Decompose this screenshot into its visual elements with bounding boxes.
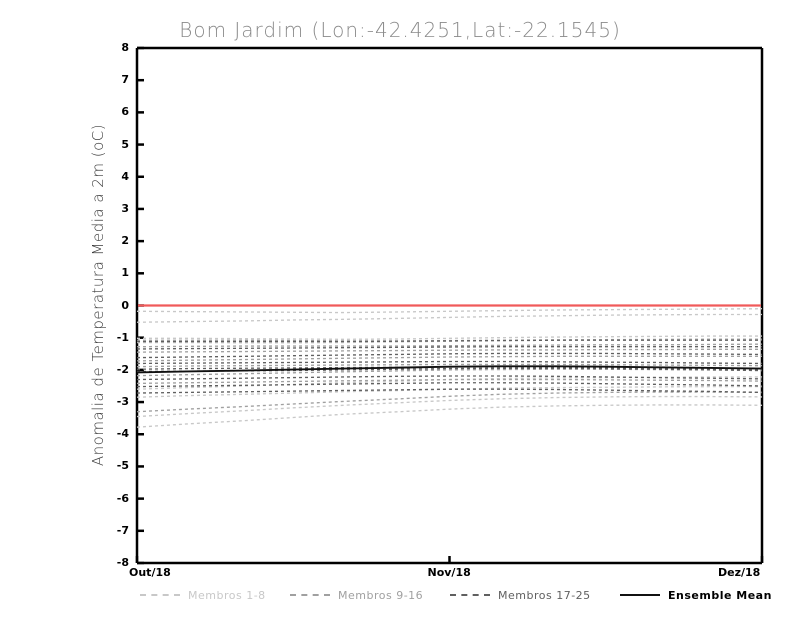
ensemble-mean-line <box>136 365 763 374</box>
member-line <box>136 404 763 428</box>
member-line <box>137 339 762 343</box>
x-tick-label: Dez/18 <box>718 566 761 579</box>
member-line <box>136 363 763 368</box>
legend-item[interactable]: Membros 9-16 <box>290 586 423 604</box>
legend-label: Membros 17-25 <box>498 588 591 602</box>
member-line <box>136 367 763 373</box>
y-tick-label: 3 <box>121 201 129 215</box>
legend-swatch-icon <box>620 593 660 597</box>
y-tick-label: -7 <box>116 523 129 537</box>
x-tick-label: Out/18 <box>129 566 171 579</box>
y-tick-label: 6 <box>121 105 129 119</box>
y-tick-label: -8 <box>116 556 129 569</box>
y-tick-label: 4 <box>121 169 129 183</box>
member-line <box>136 382 763 388</box>
y-tick-label: -2 <box>116 362 129 376</box>
member-line <box>136 348 762 353</box>
legend-label: Membros 1-8 <box>188 588 266 602</box>
member-line <box>136 391 763 413</box>
legend-item[interactable]: Ensemble Mean <box>620 586 772 604</box>
y-tick-label: 7 <box>121 73 129 87</box>
y-tick-label: -5 <box>116 459 129 473</box>
member-line <box>136 352 763 359</box>
member-line <box>136 355 762 362</box>
member-line <box>136 346 762 350</box>
member-line <box>137 335 762 340</box>
legend-swatch-icon <box>140 594 180 596</box>
legend-label: Membros 9-16 <box>338 588 424 602</box>
y-tick-label: 2 <box>121 234 129 248</box>
legend-item[interactable]: Membros 1-8 <box>140 586 266 604</box>
member-line <box>136 378 763 385</box>
legend-item[interactable]: Membros 17-25 <box>450 586 591 604</box>
member-line <box>136 313 762 323</box>
member-line <box>136 388 763 394</box>
y-tick-label: 8 <box>121 41 129 54</box>
chart-title: Bom Jardim (Lon:-42.4251,Lat:-22.1545) <box>179 18 621 42</box>
x-tick-label: Nov/18 <box>427 566 471 579</box>
y-tick-label: -6 <box>116 491 129 505</box>
legend-swatch-icon <box>450 594 490 596</box>
y-tick-label: 0 <box>121 298 129 312</box>
chart-legend: Membros 1-8 Membros 9-16 Membros 17-25 Ense… <box>0 586 800 606</box>
member-line <box>136 343 763 348</box>
member-line <box>136 395 763 418</box>
y-tick-label: 5 <box>121 137 129 151</box>
y-tick-label: 1 <box>121 266 129 280</box>
legend-swatch-icon <box>290 594 330 596</box>
y-tick-label: -4 <box>116 427 129 441</box>
member-line <box>136 360 763 365</box>
legend-label: Ensemble Mean <box>668 588 772 602</box>
y-tick-label: -3 <box>116 395 129 409</box>
member-line <box>136 308 763 314</box>
y-tick-label: -1 <box>116 330 129 344</box>
member-line <box>136 375 763 381</box>
